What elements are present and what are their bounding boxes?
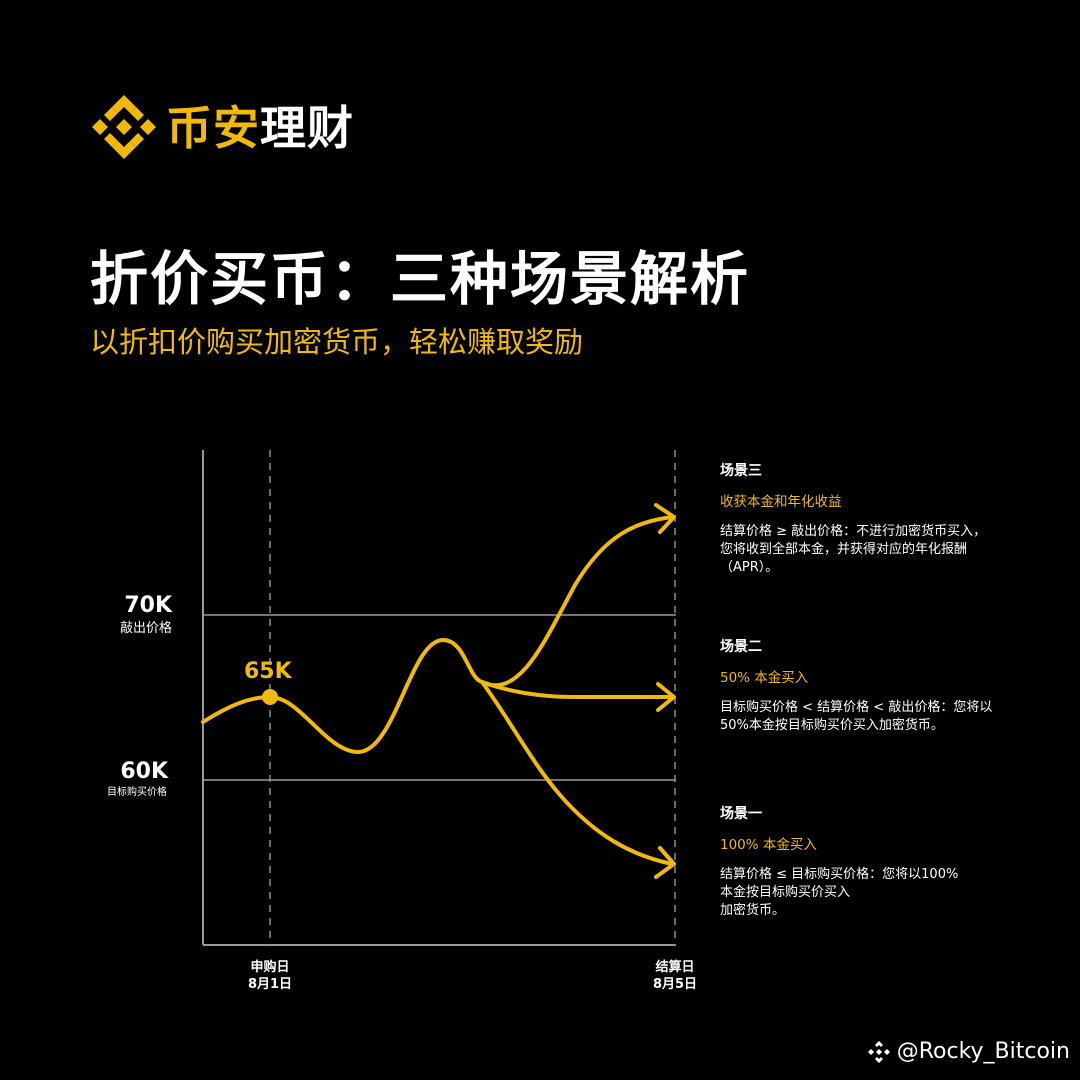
subscription-day-date: 8月1日 <box>247 977 293 992</box>
subscription-day-title: 申购日 <box>250 960 290 975</box>
watermark: @Rocky_Bitcoin <box>867 1038 1070 1066</box>
brand-name-part1: 币安 <box>166 101 260 155</box>
scenario-2-body-line: 50%本金按目标购买价买入加密货币。 <box>720 718 944 733</box>
scenario-1-subheading: 100% 本金买入 <box>720 837 817 853</box>
start-price-label: 65K <box>244 659 292 684</box>
price-path-main <box>201 637 484 755</box>
subscription-day-label: 申购日 8月1日 <box>225 959 315 993</box>
arrow-scenario-3 <box>654 503 676 534</box>
scenario-1-body-line: 加密货币。 <box>720 903 786 918</box>
page-subtitle: 以折扣价购买加密货币，轻松赚取奖励 <box>90 325 584 359</box>
settlement-day-date: 8月5日 <box>652 977 698 992</box>
knockout-price-value: 70K <box>124 593 172 618</box>
arrow-scenario-2 <box>656 682 676 712</box>
start-point-marker <box>262 689 278 705</box>
scenario-3-body: 结算价格 ≥ 敲出价格：不进行加密货币买入， 您将收到全部本金，并获得对应的年化… <box>720 523 1040 577</box>
price-path-scenario-2 <box>480 680 674 699</box>
scenario-2-subheading: 50% 本金买入 <box>720 670 809 686</box>
brand-name: 币安理财 <box>166 98 354 158</box>
scenario-3-heading: 场景三 <box>720 463 762 479</box>
scenario-1-heading: 场景一 <box>720 806 762 822</box>
scenario-1-body-line: 结算价格 ≤ 目标购买价格：您将以100% <box>720 867 959 882</box>
price-path-scenario-1 <box>480 680 674 866</box>
page-title: 折价买币：三种场景解析 <box>90 245 751 313</box>
scenario-2-body-line: 目标购买价格 < 结算价格 < 敲出价格：您将以 <box>720 700 993 715</box>
target-price-caption: 目标购买价格 <box>107 787 167 798</box>
target-price-value: 60K <box>120 759 168 784</box>
binance-diamond-icon <box>867 1041 890 1063</box>
scenario-2-heading: 场景二 <box>720 639 762 655</box>
scenario-3-body-line: （APR）。 <box>720 560 779 575</box>
scenario-1-body: 结算价格 ≤ 目标购买价格：您将以100% 本金按目标购买价买入 加密货币。 <box>720 866 1040 920</box>
watermark-text: @Rocky_Bitcoin <box>896 1039 1070 1064</box>
knockout-price-caption: 敲出价格 <box>119 621 172 636</box>
scenario-1-body-line: 本金按目标购买价买入 <box>720 885 851 900</box>
brand-name-part2: 理财 <box>260 101 354 155</box>
scenario-2-body: 目标购买价格 < 结算价格 < 敲出价格：您将以 50%本金按目标购买价买入加密… <box>720 699 1040 735</box>
scenario-3-body-line: 您将收到全部本金，并获得对应的年化报酬 <box>720 542 968 557</box>
scenario-3-subheading: 收获本金和年化收益 <box>720 494 842 510</box>
binance-diamond-icon <box>92 95 156 159</box>
price-path-scenario-3 <box>480 515 674 688</box>
arrow-scenario-1 <box>654 846 676 879</box>
settlement-day-title: 结算日 <box>655 960 695 975</box>
scenario-3-body-line: 结算价格 ≥ 敲出价格：不进行加密货币买入， <box>720 524 987 539</box>
settlement-day-label: 结算日 8月5日 <box>630 959 720 993</box>
